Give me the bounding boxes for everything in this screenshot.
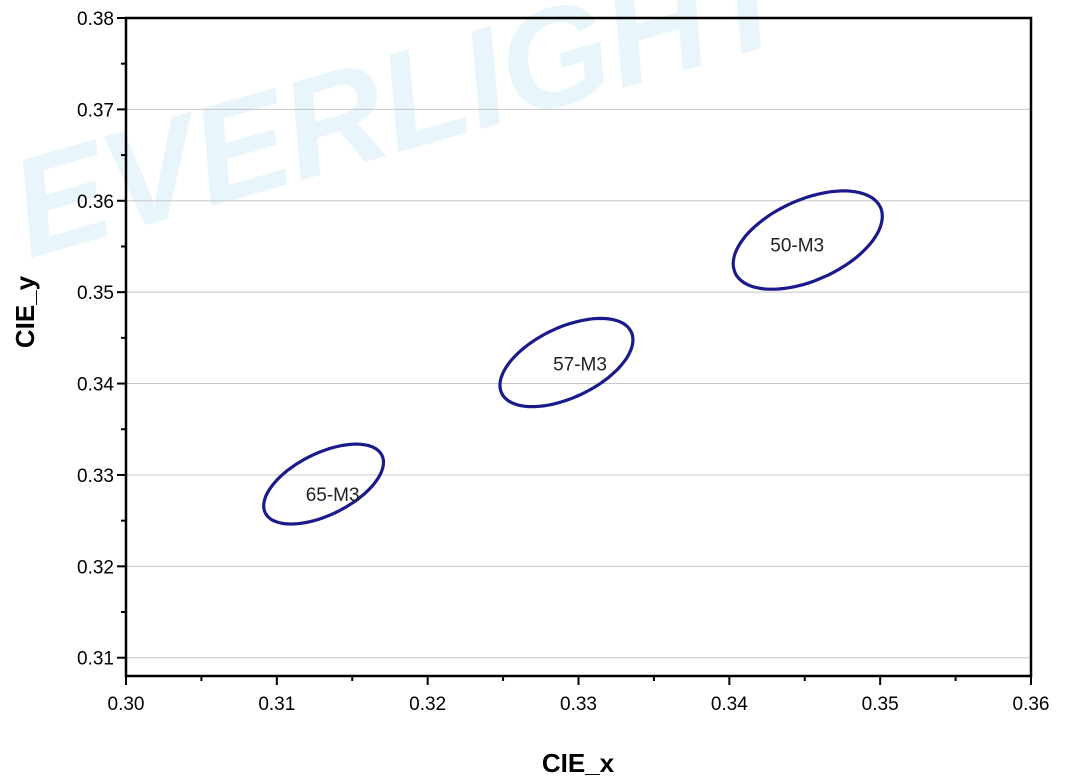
axis-ticks bbox=[117, 17, 1032, 685]
y-tick-label: 0.33 bbox=[77, 466, 114, 487]
y-tick-label: 0.34 bbox=[77, 375, 114, 396]
x-tick-label: 0.30 bbox=[108, 694, 145, 715]
grid-lines bbox=[126, 108, 1031, 659]
y-tick-label: 0.36 bbox=[77, 192, 114, 213]
watermark: EVERLIGHT bbox=[0, 0, 818, 287]
ellipse-65-m3 bbox=[262, 442, 386, 526]
x-tick-label: 0.32 bbox=[409, 694, 446, 715]
y-tick-label: 0.31 bbox=[77, 649, 114, 670]
x-tick-label: 0.35 bbox=[862, 694, 899, 715]
x-tick-labels: 0.30 0.31 0.32 0.33 0.34 0.35 0.36 bbox=[108, 694, 1050, 715]
y-tick-label: 0.38 bbox=[77, 9, 114, 30]
y-tick-label: 0.35 bbox=[77, 283, 114, 304]
ellipse-label: 57-M3 bbox=[553, 354, 607, 375]
x-tick-label: 0.31 bbox=[258, 694, 295, 715]
ellipse-label: 50-M3 bbox=[770, 236, 824, 257]
ellipse-label: 65-M3 bbox=[306, 485, 360, 506]
ellipse-50-m3 bbox=[731, 189, 884, 291]
y-tick-label: 0.37 bbox=[77, 100, 114, 121]
y-tick-label: 0.32 bbox=[77, 557, 114, 578]
x-tick-label: 0.34 bbox=[711, 694, 748, 715]
y-axis-title: CIE_y bbox=[10, 275, 40, 348]
y-tick-labels: 0.31 0.32 0.33 0.34 0.35 0.36 0.37 0.38 bbox=[77, 9, 114, 670]
x-tick-label: 0.33 bbox=[560, 694, 597, 715]
ellipse-57-m3 bbox=[498, 316, 635, 409]
x-axis-title: CIE_x bbox=[542, 748, 615, 778]
ellipses bbox=[262, 189, 884, 526]
x-tick-label: 0.36 bbox=[1013, 694, 1050, 715]
